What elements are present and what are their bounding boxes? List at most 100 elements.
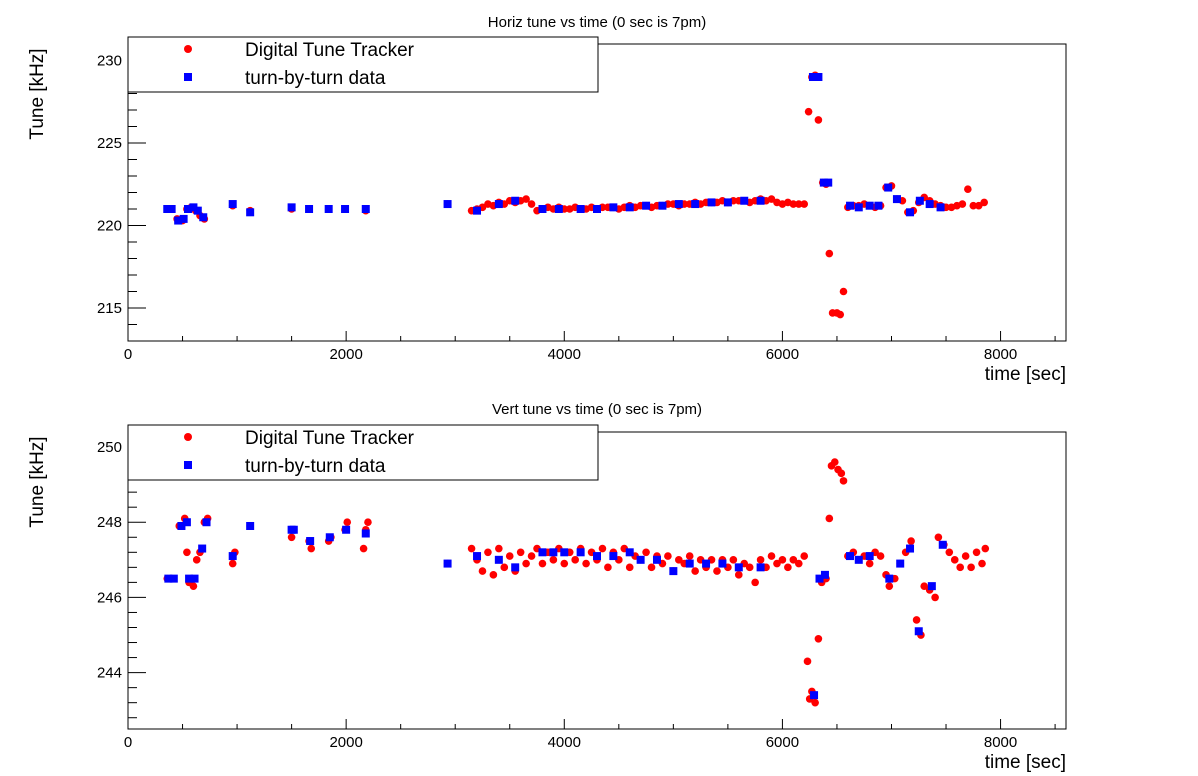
y-tick-label: 248 xyxy=(97,514,122,531)
legend-marker-circle xyxy=(184,45,192,53)
data-point-dtt xyxy=(969,201,978,210)
data-point-tbt xyxy=(652,555,661,564)
x-tick-label: 4000 xyxy=(548,734,581,751)
data-point-tbt xyxy=(560,548,569,557)
data-point-tbt xyxy=(642,201,651,210)
data-point-tbt xyxy=(341,205,350,213)
data-point-dtt xyxy=(582,559,590,568)
data-point-tbt xyxy=(625,203,634,212)
data-point-tbt xyxy=(691,200,700,209)
data-point-dtt xyxy=(756,556,765,564)
data-point-tbt xyxy=(494,555,503,564)
data-point-tbt xyxy=(854,203,863,212)
data-point-tbt xyxy=(228,552,237,561)
data-point-tbt xyxy=(914,627,923,636)
data-point-tbt xyxy=(324,205,333,213)
data-point-dtt xyxy=(560,559,569,568)
data-point-tbt xyxy=(865,552,874,561)
data-point-tbt xyxy=(669,567,678,576)
data-point-dtt xyxy=(907,537,915,545)
data-point-dtt xyxy=(538,559,547,568)
data-point-tbt xyxy=(593,552,601,561)
data-point-tbt xyxy=(609,203,618,212)
data-point-dtt xyxy=(931,593,939,602)
data-point-dtt xyxy=(778,556,787,564)
data-point-tbt xyxy=(915,196,924,205)
legend: Digital Tune Tracker turn-by-turn data xyxy=(127,424,599,481)
legend-box xyxy=(127,424,599,481)
data-point-tbt xyxy=(473,206,482,215)
data-point-dtt xyxy=(945,548,954,557)
data-point-dtt xyxy=(837,469,846,478)
data-point-tbt xyxy=(198,544,207,553)
x-axis-label: time [sec] xyxy=(985,752,1066,773)
data-point-dtt xyxy=(359,544,368,553)
data-point-tbt xyxy=(892,195,901,204)
legend: Digital Tune Tracker turn-by-turn data xyxy=(127,36,599,93)
data-point-tbt xyxy=(874,201,883,210)
x-tick-label: 8000 xyxy=(984,734,1017,751)
data-point-tbt xyxy=(228,200,237,209)
series-turn-by-turn xyxy=(163,73,945,225)
data-point-tbt xyxy=(549,548,558,557)
data-point-tbt xyxy=(169,574,178,583)
data-point-dtt xyxy=(958,200,967,208)
data-point-tbt xyxy=(707,198,716,207)
data-point-dtt xyxy=(811,698,819,707)
data-point-dtt xyxy=(527,200,536,208)
data-point-dtt xyxy=(789,556,798,564)
data-point-dtt xyxy=(964,185,972,193)
data-point-dtt xyxy=(825,249,834,258)
legend-label: Digital Tune Tracker xyxy=(245,428,415,449)
data-point-dtt xyxy=(784,563,792,572)
data-point-dtt xyxy=(500,563,509,572)
data-point-tbt xyxy=(854,555,863,564)
data-point-dtt xyxy=(961,552,970,560)
data-point-dtt xyxy=(814,116,823,124)
chart-title: Vert tune vs time (0 sec is 7pm) xyxy=(492,401,702,418)
data-point-dtt xyxy=(794,559,803,568)
legend-marker-circle xyxy=(184,433,192,441)
data-point-dtt xyxy=(484,548,492,557)
data-point-tbt xyxy=(824,178,833,187)
data-point-dtt xyxy=(836,310,845,319)
data-point-tbt xyxy=(246,208,255,217)
data-point-dtt xyxy=(789,200,798,208)
data-point-dtt xyxy=(625,563,634,572)
y-tick-label: 215 xyxy=(97,300,122,317)
data-point-tbt xyxy=(815,574,824,583)
data-point-tbt xyxy=(740,196,749,205)
data-point-dtt xyxy=(980,198,988,207)
data-point-dtt xyxy=(189,582,198,590)
x-tick-label: 8000 xyxy=(984,346,1017,363)
data-point-dtt xyxy=(934,533,943,542)
data-point-tbt xyxy=(896,559,905,568)
data-point-tbt xyxy=(925,200,934,209)
legend-box xyxy=(127,36,599,93)
data-point-tbt xyxy=(494,200,503,209)
data-point-tbt xyxy=(810,691,819,700)
data-point-tbt xyxy=(167,205,176,213)
data-point-tbt xyxy=(685,559,694,568)
data-point-tbt xyxy=(734,563,743,572)
x-tick-label: 2000 xyxy=(329,734,362,751)
data-point-dtt xyxy=(467,544,476,553)
data-point-dtt xyxy=(516,548,525,557)
data-point-tbt xyxy=(906,544,915,553)
data-point-dtt xyxy=(664,552,672,560)
data-point-tbt xyxy=(702,559,711,568)
data-point-dtt xyxy=(642,548,650,557)
y-tick-label: 250 xyxy=(97,439,122,456)
data-point-tbt xyxy=(808,73,817,81)
data-point-tbt xyxy=(846,552,855,561)
x-tick-label: 0 xyxy=(124,734,132,751)
data-point-dtt xyxy=(522,195,530,203)
data-point-dtt xyxy=(675,556,683,564)
data-point-dtt xyxy=(920,582,929,590)
data-point-tbt xyxy=(246,521,255,530)
data-point-tbt xyxy=(538,205,547,213)
data-point-dtt xyxy=(767,552,776,560)
data-point-dtt xyxy=(978,559,986,568)
data-point-tbt xyxy=(443,559,452,568)
